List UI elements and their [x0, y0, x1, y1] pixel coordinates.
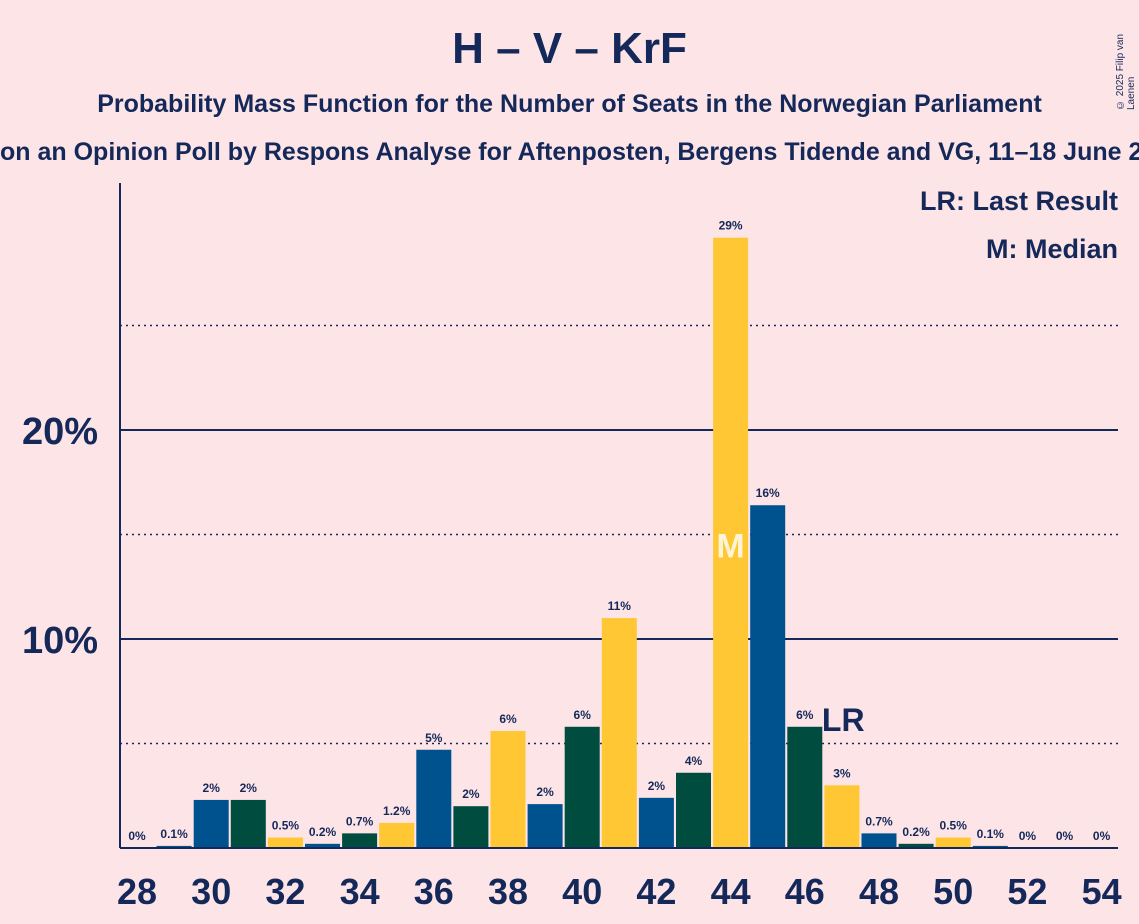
bar-seat-44 [713, 237, 749, 849]
data-label-seat-43: 4% [685, 754, 703, 768]
legend-median: M: Median [986, 234, 1118, 264]
x-tick-label: 54 [1082, 871, 1122, 912]
bar-seat-32 [267, 837, 303, 848]
y-tick-label: 10% [22, 620, 98, 662]
last-result-marker: LR [822, 702, 865, 738]
data-label-seat-32: 0.5% [272, 819, 300, 833]
data-label-seat-44: 29% [719, 219, 743, 233]
bar-seat-37 [453, 806, 489, 848]
data-label-seat-40: 6% [574, 708, 592, 722]
x-tick-label: 38 [488, 871, 528, 912]
x-tick-label: 34 [340, 871, 380, 912]
bar-seat-31 [230, 799, 266, 848]
x-tick-label: 28 [117, 871, 157, 912]
bar-seat-33 [305, 843, 340, 848]
data-label-seat-53: 0% [1056, 829, 1074, 843]
chart-title: H – V – KrF [452, 24, 687, 73]
axes: 10% 20% 28 30 32 34 36 38 40 42 44 46 48 50 52 54 [22, 183, 1122, 912]
bars [156, 237, 1008, 849]
data-label-seat-50: 0.5% [940, 819, 968, 833]
data-label-seat-48: 0.7% [865, 814, 893, 828]
data-label-seat-54: 0% [1093, 829, 1111, 843]
data-label-seat-39: 2% [536, 785, 554, 799]
data-label-seat-34: 0.7% [346, 814, 374, 828]
x-tick-label: 52 [1007, 871, 1047, 912]
data-label-seat-49: 0.2% [902, 825, 930, 839]
data-label-seat-33: 0.2% [309, 825, 337, 839]
data-labels: 0% 0.1% 2% 2% 0.5% 0.2% 0.7% 1.2% 5% 2% 6% 2% 6% 11% 2… [128, 219, 1110, 843]
bar-seat-38 [490, 730, 526, 848]
x-tick-label: 42 [636, 871, 676, 912]
bar-seat-29 [156, 845, 192, 848]
bar-seat-45 [750, 505, 786, 848]
bar-seat-51 [972, 845, 1008, 848]
x-tick-label: 50 [933, 871, 973, 912]
bar-seat-36 [416, 749, 452, 848]
bar-seat-46 [787, 726, 823, 848]
bar-seat-43 [676, 772, 711, 848]
x-tick-label: 44 [711, 871, 751, 912]
median-marker: M [716, 528, 744, 566]
data-label-seat-31: 2% [240, 781, 258, 795]
data-label-seat-47: 3% [833, 766, 851, 780]
bar-seat-30 [193, 799, 229, 848]
bar-seat-50 [935, 837, 971, 848]
x-tick-label: 30 [191, 871, 231, 912]
bar-seat-49 [898, 843, 934, 848]
x-tick-label: 48 [859, 871, 899, 912]
data-label-seat-52: 0% [1019, 829, 1037, 843]
y-tick-label: 20% [22, 411, 98, 453]
bar-seat-48 [861, 833, 897, 848]
bar-seat-42 [638, 797, 674, 848]
data-label-seat-38: 6% [499, 712, 517, 726]
bar-seat-34 [342, 833, 378, 848]
bar-seat-41 [601, 618, 637, 848]
data-label-seat-45: 16% [756, 486, 780, 500]
data-label-seat-46: 6% [796, 708, 814, 722]
poll-source: on an Opinion Poll by Respons Analyse fo… [0, 138, 1139, 166]
data-label-seat-30: 2% [203, 781, 221, 795]
bar-seat-35 [379, 822, 415, 848]
x-tick-label: 36 [414, 871, 454, 912]
data-label-seat-51: 0.1% [977, 827, 1005, 841]
x-tick-label: 46 [785, 871, 825, 912]
data-label-seat-29: 0.1% [160, 827, 188, 841]
data-label-seat-41: 11% [608, 599, 632, 613]
bar-seat-47 [824, 785, 860, 848]
x-tick-label: 40 [562, 871, 602, 912]
data-label-seat-35: 1.2% [383, 804, 411, 818]
x-tick-label: 32 [265, 871, 305, 912]
legend-last-result: LR: Last Result [920, 186, 1118, 216]
data-label-seat-42: 2% [648, 779, 666, 793]
data-label-seat-28: 0% [128, 829, 146, 843]
bar-seat-40 [564, 726, 600, 848]
data-label-seat-36: 5% [425, 731, 443, 745]
chart-subtitle: Probability Mass Function for the Number… [97, 90, 1042, 118]
bar-seat-39 [527, 804, 563, 848]
data-label-seat-37: 2% [462, 787, 480, 801]
